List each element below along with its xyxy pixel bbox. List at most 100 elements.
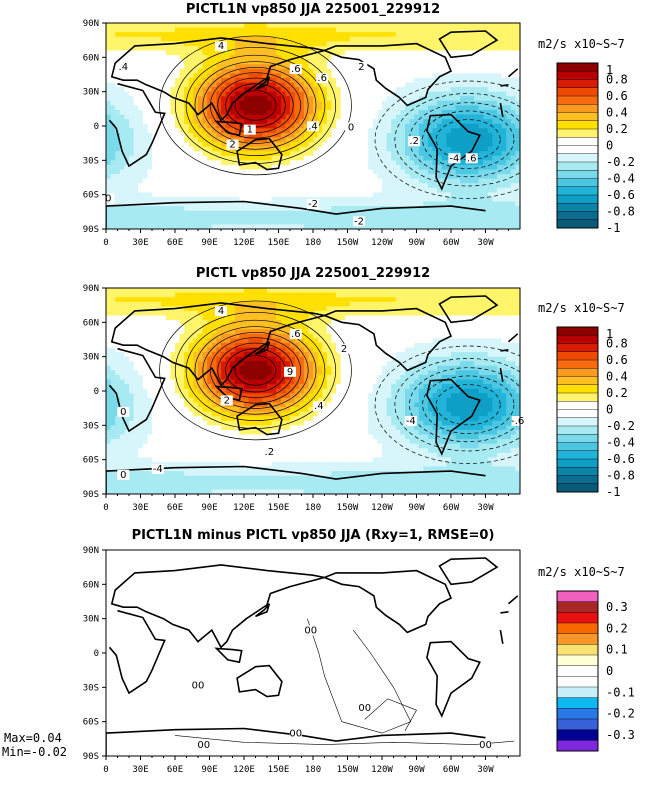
panel-2: PICTL vp850 JJA 225001_229912 4.69.4202.…: [83, 266, 635, 513]
field-cell: [313, 183, 318, 188]
field-cell: [336, 188, 341, 193]
field-cell: [354, 160, 359, 165]
field-cell: [396, 197, 401, 202]
field-cell: [166, 329, 171, 334]
field-cell: [106, 50, 111, 55]
field-cell: [152, 297, 157, 302]
field-cell: [423, 183, 428, 188]
field-cell: [313, 32, 318, 37]
field-cell: [492, 220, 497, 225]
field-cell: [134, 361, 139, 366]
field-cell: [483, 92, 488, 97]
field-cell: [138, 485, 143, 490]
field-cell: [460, 105, 465, 110]
field-cell: [497, 142, 502, 147]
field-cell: [437, 133, 442, 138]
field-cell: [382, 105, 387, 110]
field-cell: [152, 380, 157, 385]
field-cell: [152, 156, 157, 161]
field-cell: [129, 23, 134, 28]
field-cell: [308, 28, 313, 33]
field-cell: [175, 439, 180, 444]
field-cell: [423, 78, 428, 83]
field-cell: [276, 211, 281, 216]
field-cell: [124, 320, 129, 325]
field-cell: [166, 380, 171, 385]
field-cell: [451, 124, 456, 129]
field-cell: [322, 160, 327, 165]
field-cell: [161, 69, 166, 74]
field-cell: [511, 32, 516, 37]
field-cell: [143, 380, 148, 385]
field-cell: [299, 211, 304, 216]
field-cell: [124, 46, 129, 51]
field-cell: [230, 215, 235, 220]
field-cell: [373, 50, 378, 55]
field-cell: [336, 92, 341, 97]
field-cell: [106, 87, 111, 92]
field-cell: [129, 370, 134, 375]
field-cell: [115, 101, 120, 106]
field-cell: [479, 165, 484, 170]
field-cell: [138, 311, 143, 316]
field-cell: [189, 96, 194, 101]
field-cell: [456, 83, 461, 88]
field-cell: [308, 169, 313, 174]
field-cell: [106, 41, 111, 46]
field-cell: [184, 23, 189, 28]
field-cell: [322, 64, 327, 69]
field-cell: [446, 142, 451, 147]
contour-label: 2: [229, 140, 235, 151]
field-cell: [180, 297, 185, 302]
field-cell: [166, 37, 171, 42]
field-cell: [157, 78, 162, 83]
field-cell: [152, 220, 157, 225]
field-cell: [111, 306, 116, 311]
field-cell: [216, 83, 221, 88]
field-cell: [488, 60, 493, 65]
field-cell: [166, 430, 171, 435]
field-cell: [364, 211, 369, 216]
field-cell: [410, 115, 415, 120]
field-cell: [143, 220, 148, 225]
field-cell: [180, 288, 185, 293]
field-cell: [166, 147, 171, 152]
field-cell: [226, 192, 231, 197]
field-cell: [474, 69, 479, 74]
field-cell: [180, 384, 185, 389]
field-cell: [147, 453, 152, 458]
field-cell: [207, 50, 212, 55]
field-cell: [203, 156, 208, 161]
field-cell: [212, 206, 217, 211]
field-cell: [419, 119, 424, 124]
field-cell: [368, 211, 373, 216]
field-cell: [184, 78, 189, 83]
field-cell: [506, 60, 511, 65]
field-cell: [147, 439, 152, 444]
field-cell: [442, 220, 447, 225]
field-cell: [147, 338, 152, 343]
field-cell: [138, 197, 143, 202]
field-cell: [446, 119, 451, 124]
field-cell: [345, 28, 350, 33]
field-cell: [180, 179, 185, 184]
field-cell: [147, 430, 152, 435]
field-cell: [134, 462, 139, 467]
field-cell: [387, 128, 392, 133]
field-cell: [400, 211, 405, 216]
field-cell: [511, 179, 516, 184]
field-cell: [382, 197, 387, 202]
field-cell: [511, 78, 516, 83]
field-cell: [189, 69, 194, 74]
field-cell: [152, 206, 157, 211]
field-cell: [115, 197, 120, 202]
field-cell: [446, 23, 451, 28]
field-cell: [138, 325, 143, 330]
field-cell: [368, 202, 373, 207]
field-cell: [147, 393, 152, 398]
field-cell: [143, 110, 148, 115]
field-cell: [184, 302, 189, 307]
field-cell: [226, 174, 231, 179]
field-cell: [479, 105, 484, 110]
field-cell: [446, 105, 451, 110]
